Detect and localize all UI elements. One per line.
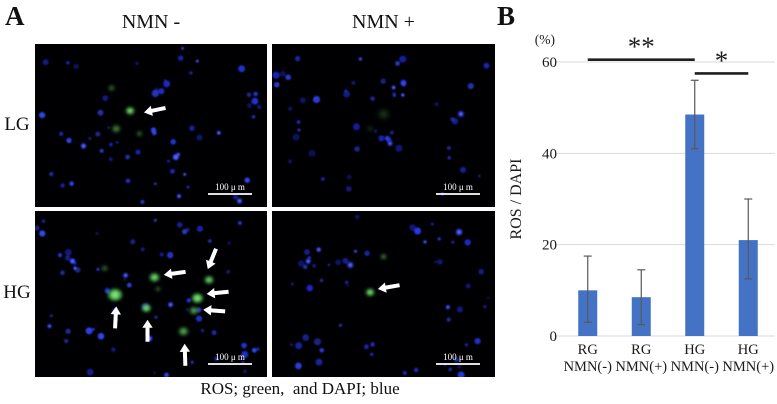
pointer-arrow-icon xyxy=(203,305,226,316)
svg-text:RG: RG xyxy=(631,342,652,358)
row-label-hg: HG xyxy=(3,282,31,303)
y-axis-tick-labels: 0 20 40 60 xyxy=(542,55,557,345)
y-axis-title: ROS / DAPI xyxy=(508,159,525,240)
dapi-nuclei-layer xyxy=(35,218,260,377)
ros-spots-layer xyxy=(365,254,387,296)
stain-legend-caption: ROS; green, and DAPI; blue xyxy=(200,379,400,398)
pointer-arrow-icon xyxy=(179,343,191,366)
micrograph-background xyxy=(272,211,495,377)
micrograph-lg-nmn-plus: 100 μ m xyxy=(272,44,495,207)
svg-text:40: 40 xyxy=(542,146,557,162)
scale-bar: 100 μ m xyxy=(208,352,252,365)
svg-text:HG: HG xyxy=(684,342,705,358)
significance-label: * xyxy=(715,45,729,75)
scale-bar: 100 μ m xyxy=(436,182,480,195)
svg-text:NMN(-): NMN(-) xyxy=(564,359,612,375)
svg-text:60: 60 xyxy=(542,55,557,71)
significance-label: ** xyxy=(628,32,655,62)
pointer-arrow-icon xyxy=(205,247,218,270)
pointer-arrow-icon xyxy=(144,105,166,116)
significance-brackets: ** * xyxy=(587,32,749,75)
y-axis-unit-label: (%) xyxy=(535,32,555,47)
scale-bar-label: 100 μ m xyxy=(443,352,473,362)
scale-bar: 100 μ m xyxy=(436,352,480,365)
micrograph-lg-nmn-minus: 100 μ m xyxy=(35,44,267,207)
svg-text:0: 0 xyxy=(550,329,558,345)
micrograph-background xyxy=(35,44,267,207)
ros-spots-layer xyxy=(108,85,143,137)
pointer-arrow-icon xyxy=(206,287,229,299)
dapi-nuclei-layer xyxy=(272,55,490,196)
micrograph-hg-nmn-minus: 100 μ m xyxy=(35,211,267,377)
row-label-lg: LG xyxy=(4,114,30,135)
ros-spots-layer xyxy=(101,265,214,336)
dapi-nuclei-layer xyxy=(38,46,262,205)
panel-a-label: A xyxy=(5,1,25,31)
scale-bar-label: 100 μ m xyxy=(443,182,473,192)
error-bars xyxy=(583,79,753,326)
bar-3 xyxy=(738,240,758,336)
micrograph-hg-nmn-plus: 100 μ m xyxy=(272,211,495,377)
bars xyxy=(578,114,758,337)
gridlines xyxy=(556,61,775,337)
pointer-arrow-icon xyxy=(163,268,186,279)
bar-chart-panel: 0 20 40 60 (%) ROS / DAPI ** * RG NMN(-) RG NMN(+) H… xyxy=(495,0,777,404)
svg-text:NMN(+): NMN(+) xyxy=(722,359,774,375)
svg-text:RG: RG xyxy=(578,342,599,358)
column-header-nmn-minus: NMN - xyxy=(121,11,181,33)
micrograph-background xyxy=(35,211,267,377)
scale-bar-label: 100 μ m xyxy=(215,352,245,362)
pointer-arrow-icon xyxy=(377,282,400,293)
column-header-nmn-plus: NMN + xyxy=(352,11,415,33)
pointer-arrow-icon xyxy=(142,319,153,342)
scale-bar-label: 100 μ m xyxy=(215,182,245,192)
pointer-arrow-icon xyxy=(110,306,121,329)
svg-text:NMN(-): NMN(-) xyxy=(671,359,719,375)
bar-2 xyxy=(685,114,705,337)
svg-text:HG: HG xyxy=(738,342,759,358)
micrograph-background xyxy=(272,44,495,207)
ros-spots-layer xyxy=(366,108,391,133)
scale-bar: 100 μ m xyxy=(208,182,252,195)
panel-b-label: B xyxy=(497,1,516,31)
svg-text:20: 20 xyxy=(542,238,557,254)
svg-text:NMN(+): NMN(+) xyxy=(615,359,667,375)
